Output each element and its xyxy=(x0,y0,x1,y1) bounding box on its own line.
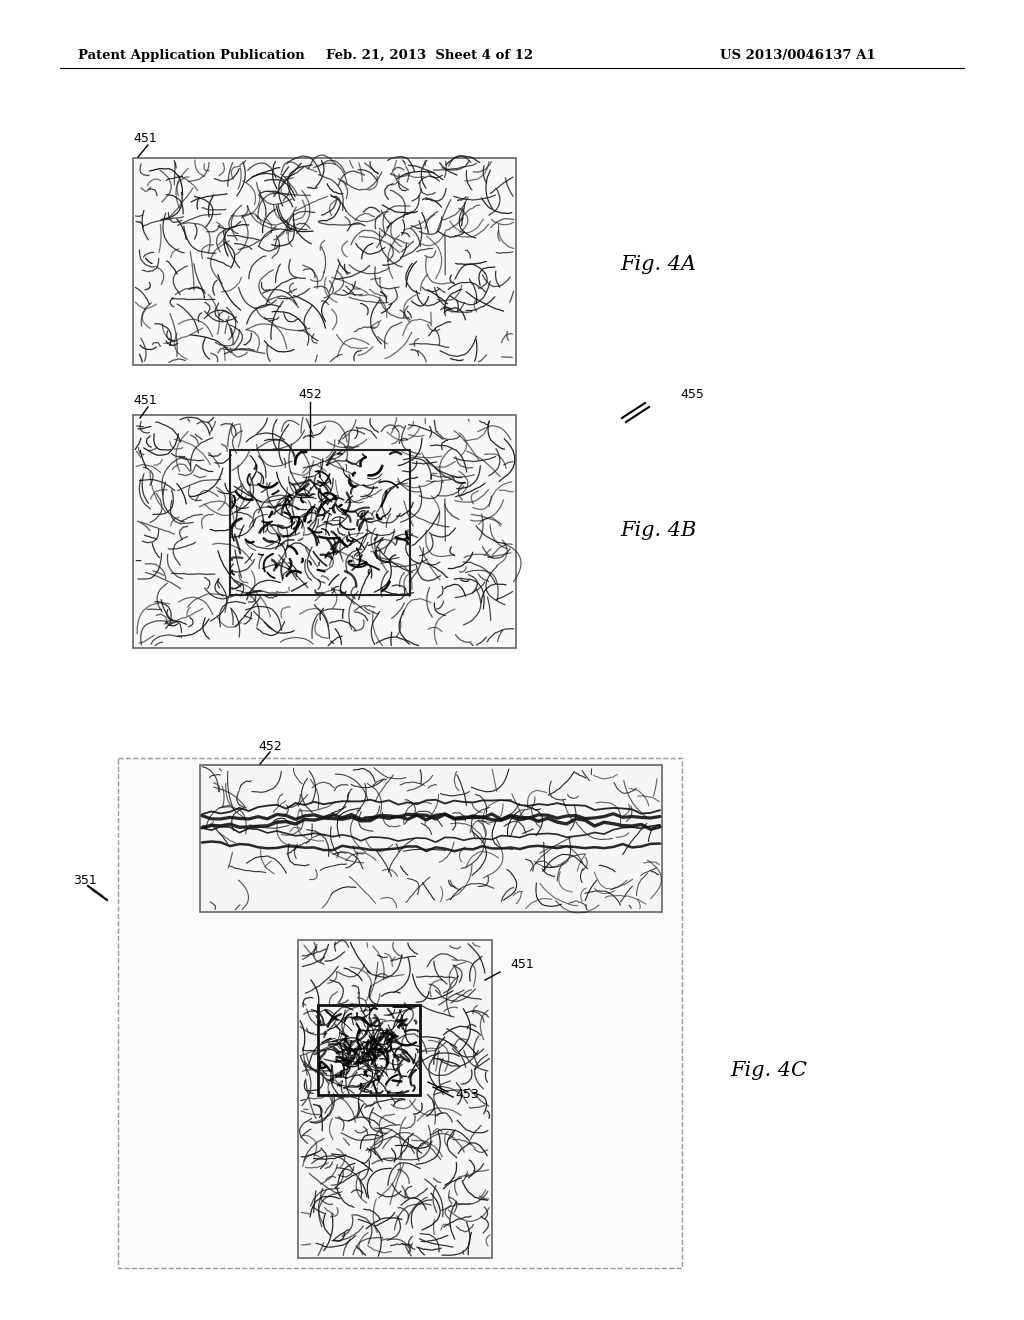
Text: 452: 452 xyxy=(298,388,322,401)
Bar xyxy=(133,158,516,366)
Text: 451: 451 xyxy=(133,393,157,407)
Text: Fig. 4B: Fig. 4B xyxy=(620,520,696,540)
Text: Patent Application Publication: Patent Application Publication xyxy=(78,49,305,62)
Text: 455: 455 xyxy=(680,388,703,401)
Bar xyxy=(298,940,492,1258)
Text: Fig. 4C: Fig. 4C xyxy=(730,1060,807,1080)
Text: 453: 453 xyxy=(455,1089,479,1101)
Bar xyxy=(318,1005,420,1096)
Text: 452: 452 xyxy=(258,739,282,752)
Bar xyxy=(230,450,410,595)
Text: Fig. 4A: Fig. 4A xyxy=(620,256,696,275)
Text: Feb. 21, 2013  Sheet 4 of 12: Feb. 21, 2013 Sheet 4 of 12 xyxy=(327,49,534,62)
Bar xyxy=(118,758,682,1269)
Text: US 2013/0046137 A1: US 2013/0046137 A1 xyxy=(720,49,876,62)
Bar xyxy=(133,414,516,648)
Text: 451: 451 xyxy=(510,958,534,972)
Text: 451: 451 xyxy=(133,132,157,144)
Text: 351: 351 xyxy=(73,874,96,887)
Bar xyxy=(200,766,662,912)
